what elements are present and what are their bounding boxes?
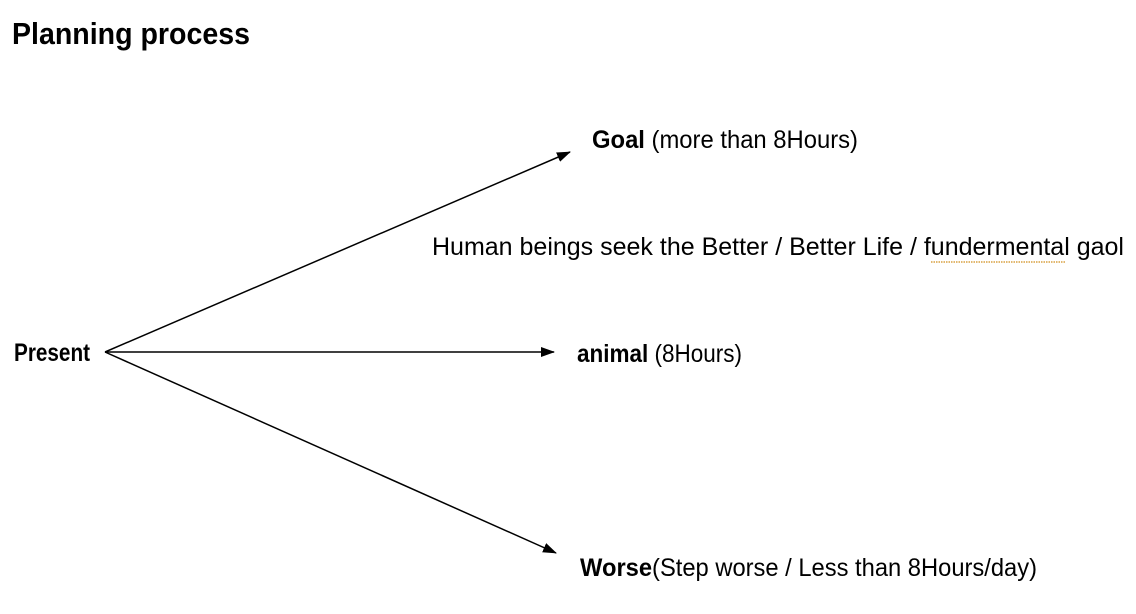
animal-label: animal [577,340,648,368]
note-suffix: gaol [1070,233,1124,261]
goal-label: Goal [592,126,645,154]
arrow-to-goal [104,151,571,353]
note-text: Human beings seek the Better / Better Li… [432,233,1124,261]
animal-detail: (8Hours) [648,340,742,368]
note-misspelled-word: fundermental [924,233,1070,261]
node-animal: animal (8Hours) [577,340,742,368]
node-present: Present [14,339,91,367]
node-goal: Goal (more than 8Hours) [592,126,858,154]
note-prefix: Human beings seek the Better / Better Li… [432,233,924,261]
arrow-to-worse [104,351,557,554]
worse-label: Worse [580,554,652,582]
page-title: Planning process [12,16,250,51]
worse-detail: (Step worse / Less than 8Hours/day) [652,554,1037,582]
goal-detail: (more than 8Hours) [645,126,858,154]
node-worse: Worse(Step worse / Less than 8Hours/day) [580,554,1037,582]
